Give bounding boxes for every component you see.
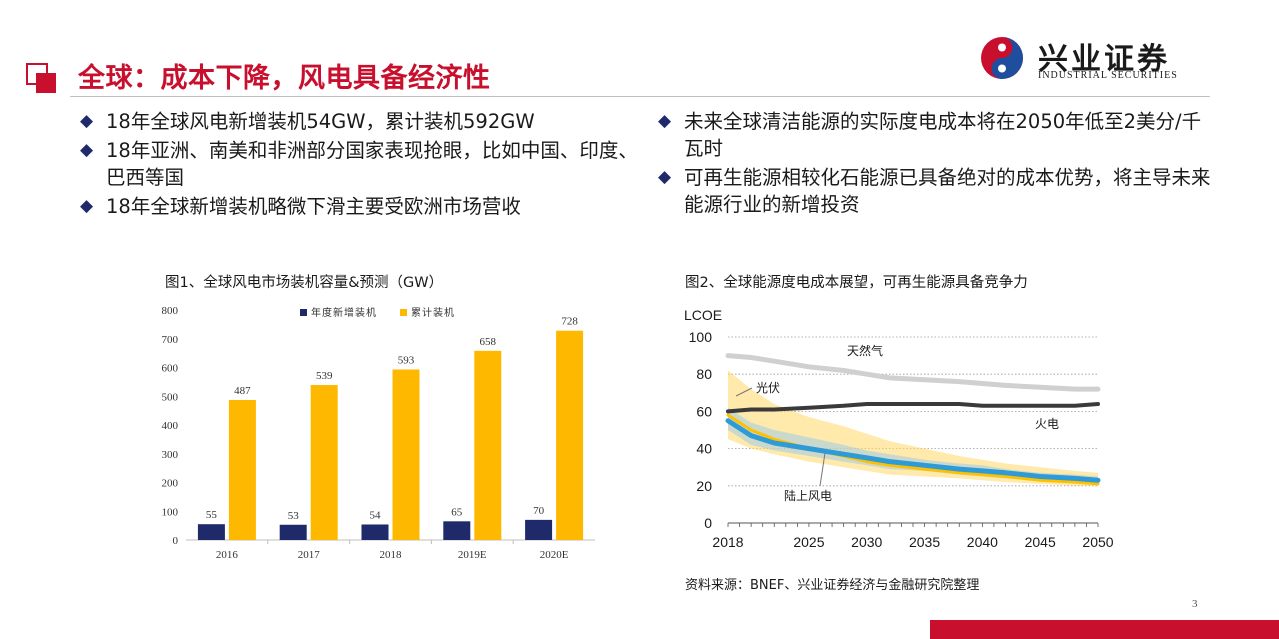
installed-capacity-bar-chart: 0 100 200 300 400 500 600 700 800 2016 55 487 2017 53… <box>162 305 595 561</box>
y-tick-label: 40 <box>696 441 712 457</box>
title-mark-icon <box>26 63 60 95</box>
bar-annual-new <box>525 519 553 540</box>
series-label-coal: 火电 <box>1035 417 1059 431</box>
data-label: 53 <box>288 510 300 522</box>
figure2-title: 图2、全球能源度电成本展望，可再生能源具备竞争力 <box>685 275 1028 291</box>
diamond-bullet-icon: ◆ <box>80 111 94 131</box>
y-tick-label: 100 <box>689 329 713 345</box>
bullet-item: ◆ 可再生能源相较化石能源已具备绝对的成本优势，将主导未来能源行业的新增投资 <box>658 166 1211 216</box>
x-tick-label: 2018 <box>380 549 403 561</box>
legend-swatch <box>400 309 407 316</box>
y-tick-label: 700 <box>162 334 179 346</box>
legend-label: 年度新增装机 <box>311 306 377 319</box>
bar-cumulative <box>474 350 502 540</box>
data-label: 487 <box>234 385 251 397</box>
y-tick-label: 0 <box>173 535 179 547</box>
y-tick-label: 80 <box>696 366 712 382</box>
bar-annual-new <box>443 521 471 540</box>
bar-cumulative <box>556 330 584 540</box>
y-tick-label: 400 <box>162 420 179 432</box>
y-tick-label: 60 <box>696 403 712 419</box>
bullet-item: ◆ 18年全球新增装机略微下滑主要受欧洲市场营收 <box>80 195 521 218</box>
figure1-title: 图1、全球风电市场装机容量&预测（GW） <box>165 275 444 291</box>
data-label: 55 <box>206 509 218 521</box>
leader-line <box>819 452 826 487</box>
y-tick-label: 200 <box>162 478 179 490</box>
y-tick-label: 500 <box>162 391 179 403</box>
x-tick-label: 2017 <box>298 549 321 561</box>
legend-label: 累计装机 <box>411 306 455 319</box>
logo-chinese-name: 兴业证券 <box>1038 42 1170 77</box>
x-tick-label: 2030 <box>851 534 882 550</box>
series-line <box>726 402 1100 414</box>
title-divider <box>70 96 1210 97</box>
bar-annual-new <box>279 524 307 540</box>
page-number: 3 <box>1192 598 1198 610</box>
x-tick-label: 2050 <box>1082 534 1113 550</box>
y-tick-label: 800 <box>162 305 179 317</box>
data-label: 54 <box>370 509 382 521</box>
source-note: 资料来源：BNEF、兴业证券经济与金融研究院整理 <box>685 578 980 593</box>
x-tick-label: 2035 <box>909 534 940 550</box>
x-tick-label: 2020E <box>540 549 569 561</box>
legend-swatch <box>300 309 307 316</box>
data-label: 70 <box>533 505 545 517</box>
industrial-securities-logo-icon <box>981 37 1023 79</box>
x-tick-label: 2018 <box>712 534 743 550</box>
company-logo: 兴业证券 INDUSTRIAL SECURITIES <box>980 34 1205 84</box>
bar-cumulative <box>310 385 338 540</box>
series-line <box>725 418 1101 483</box>
diamond-bullet-icon: ◆ <box>80 196 94 216</box>
y-tick-label: 0 <box>704 515 712 531</box>
x-tick-label: 2040 <box>967 534 998 550</box>
y-tick-label: 20 <box>696 478 712 494</box>
series-label-natural-gas: 天然气 <box>847 343 883 358</box>
x-tick-label: 2045 <box>1025 534 1056 550</box>
bullet-item: ◆ 18年全球风电新增装机54GW，累计装机592GW <box>80 110 535 133</box>
diamond-bullet-icon: ◆ <box>80 140 94 160</box>
diamond-bullet-icon: ◆ <box>658 111 672 131</box>
y-tick-label: 300 <box>162 449 179 461</box>
series-line <box>726 413 1100 486</box>
leader-line <box>735 387 753 397</box>
x-tick-label: 2019E <box>458 549 487 561</box>
data-label: 539 <box>316 370 333 382</box>
y-tick-label: 600 <box>162 363 179 375</box>
bar-annual-new <box>197 524 225 540</box>
y-tick-label: 100 <box>162 506 179 518</box>
bullet-list-right: ◆ 未来全球清洁能源的实际度电成本将在2050年低至2美分/千瓦时 ◆ 可再生能源相… <box>658 108 1218 220</box>
x-tick-label: 2025 <box>793 534 824 550</box>
bar-annual-new <box>361 524 389 540</box>
data-label: 728 <box>561 316 578 328</box>
bar-cumulative <box>228 399 256 540</box>
logo-english-name: INDUSTRIAL SECURITIES <box>1038 70 1178 81</box>
bullet-item: ◆ 未来全球清洁能源的实际度电成本将在2050年低至2美分/千瓦时 <box>658 110 1202 160</box>
bar-cumulative <box>392 369 420 540</box>
bullet-item: ◆ 18年亚洲、南美和非洲部分国家表现抢眼，比如中国、印度、巴西等国 <box>80 139 638 189</box>
bullet-list-left: ◆ 18年全球风电新增装机54GW，累计装机592GW ◆ 18年亚洲、南美和非洲部… <box>80 108 640 222</box>
x-tick-label: 2016 <box>216 549 239 561</box>
y-axis-title: LCOE <box>684 307 722 323</box>
data-label: 593 <box>398 355 415 367</box>
diamond-bullet-icon: ◆ <box>658 167 672 187</box>
data-label: 65 <box>451 506 463 518</box>
footer-accent-bar <box>930 620 1279 639</box>
data-label: 658 <box>480 336 497 348</box>
page-title: 全球：成本下降，风电具备经济性 <box>78 63 491 94</box>
series-label-solar: 光伏 <box>756 381 780 395</box>
series-line <box>725 353 1101 392</box>
series-label-onshore-wind: 陆上风电 <box>784 488 832 503</box>
